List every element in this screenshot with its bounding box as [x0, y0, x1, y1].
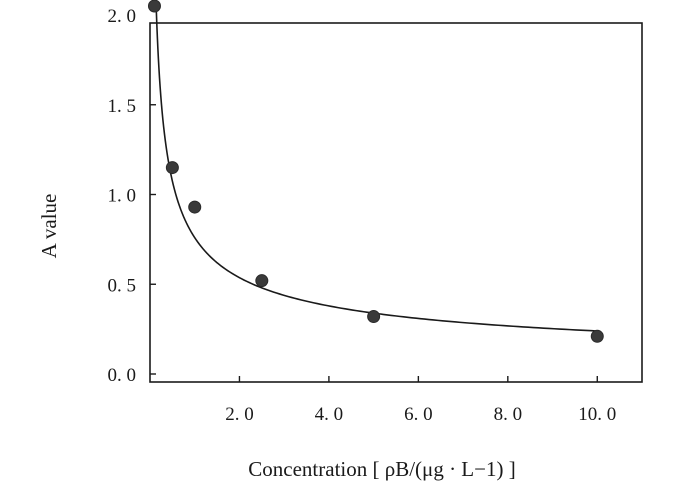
x-axis-title: Concentration [ ρB/(μg · L−1) ]	[248, 457, 515, 481]
plot-area-border	[149, 22, 643, 383]
data-points	[147, 0, 604, 343]
data-point	[590, 329, 604, 343]
data-point	[367, 310, 381, 324]
y-axis-tick-labels: 0. 0 0. 5 1. 0 1. 5 2. 0	[108, 6, 137, 386]
y-tick-label: 2. 0	[108, 6, 137, 27]
data-point	[165, 161, 179, 175]
data-point	[188, 200, 202, 214]
fit-curve	[154, 5, 598, 332]
x-tick-label: 4. 0	[315, 404, 344, 425]
y-tick-label: 0. 5	[108, 275, 137, 296]
x-tick-label: 6. 0	[404, 404, 433, 425]
y-axis-title: A value	[37, 194, 61, 259]
x-axis-tick-labels: 2. 0 4. 0 6. 0 8. 0 10. 0	[225, 404, 616, 425]
data-point	[255, 274, 269, 288]
y-tick-label: 0. 0	[108, 365, 137, 386]
x-tick-label: 8. 0	[494, 404, 523, 425]
x-axis-ticks	[238, 376, 598, 382]
y-tick-label: 1. 0	[108, 186, 137, 207]
y-axis-ticks	[150, 104, 156, 375]
x-tick-label: 2. 0	[225, 404, 254, 425]
plot-frame	[149, 22, 643, 383]
x-tick-label: 10. 0	[578, 404, 616, 425]
y-tick-label: 1. 5	[108, 96, 137, 117]
data-point	[147, 0, 161, 13]
